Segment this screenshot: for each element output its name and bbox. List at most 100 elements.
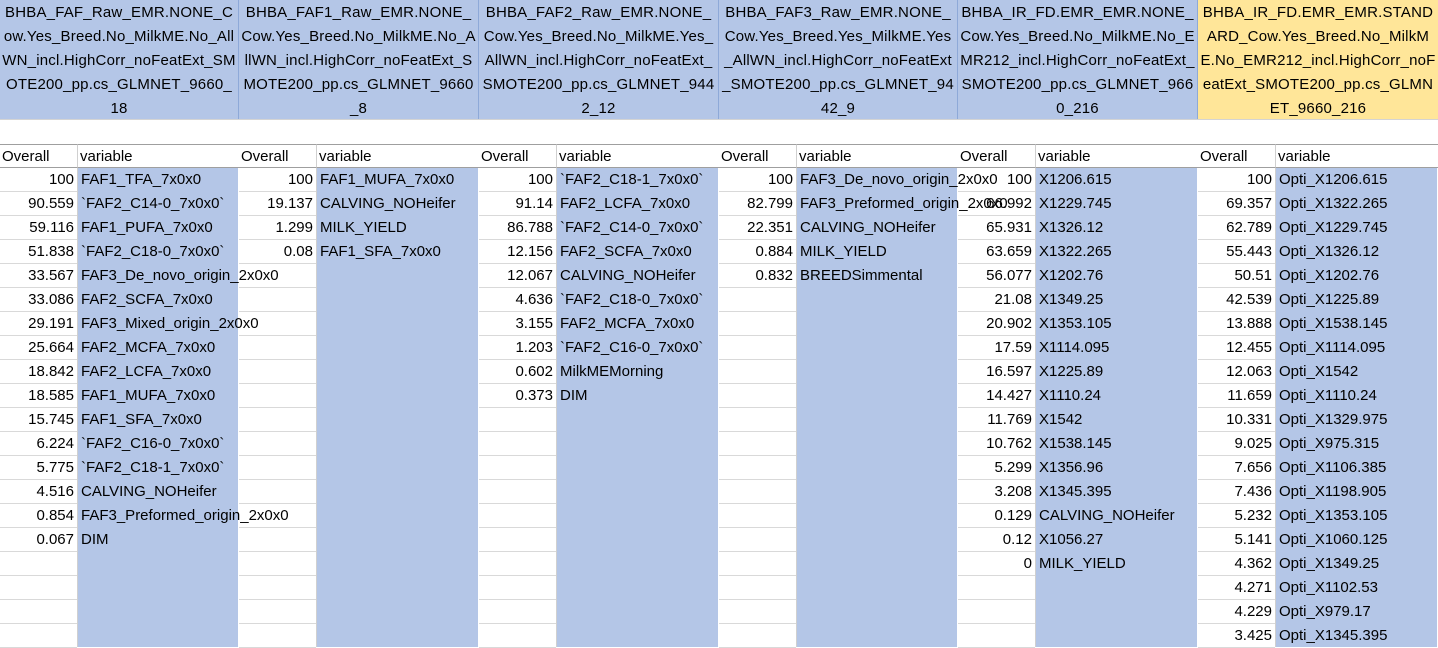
variable-name-cell[interactable]: CALVING_NOHeifer bbox=[1039, 507, 1175, 524]
overall-value-cell[interactable]: 7.436 bbox=[1234, 483, 1272, 500]
variable-name-cell[interactable]: X1353.105 bbox=[1039, 315, 1112, 332]
variable-name-cell[interactable]: FAF1_SFA_7x0x0 bbox=[320, 243, 441, 260]
grid-cell[interactable] bbox=[0, 336, 77, 360]
grid-cell[interactable] bbox=[239, 504, 316, 528]
grid-cell[interactable] bbox=[1198, 600, 1275, 624]
grid-cell[interactable] bbox=[958, 384, 1035, 408]
empty-row-cell[interactable] bbox=[958, 119, 1198, 143]
overall-value-cell[interactable]: 69.357 bbox=[1226, 195, 1272, 212]
grid-cell[interactable] bbox=[479, 432, 556, 456]
overall-value-cell[interactable]: 10.762 bbox=[986, 435, 1032, 452]
overall-value-cell[interactable]: 100 bbox=[287, 171, 313, 188]
overall-value-cell[interactable]: 0.884 bbox=[755, 243, 793, 260]
grid-cell[interactable] bbox=[719, 624, 796, 648]
grid-cell[interactable] bbox=[1198, 408, 1275, 432]
grid-cell[interactable] bbox=[958, 552, 1035, 576]
grid-cell[interactable] bbox=[719, 360, 796, 384]
variable-column-header[interactable]: variable bbox=[317, 144, 479, 168]
grid-cell[interactable] bbox=[958, 600, 1035, 624]
variable-name-cell[interactable]: X1538.145 bbox=[1039, 435, 1112, 452]
variable-name-cell[interactable]: Opti_X1202.76 bbox=[1279, 267, 1380, 284]
grid-cell[interactable] bbox=[958, 480, 1035, 504]
grid-cell[interactable] bbox=[1198, 240, 1275, 264]
grid-cell[interactable] bbox=[0, 528, 77, 552]
overall-value-cell[interactable]: 9.025 bbox=[1234, 435, 1272, 452]
grid-cell[interactable] bbox=[239, 528, 316, 552]
grid-cell[interactable] bbox=[0, 288, 77, 312]
overall-value-cell[interactable]: 0 bbox=[1023, 555, 1032, 572]
variable-name-cell[interactable]: Opti_X1326.12 bbox=[1279, 243, 1380, 260]
variable-name-cell[interactable]: FAF2_SCFA_7x0x0 bbox=[560, 243, 692, 260]
overall-value-cell[interactable]: 13.888 bbox=[1226, 315, 1272, 332]
grid-cell[interactable] bbox=[719, 408, 796, 432]
grid-cell[interactable] bbox=[479, 264, 556, 288]
grid-cell[interactable] bbox=[1198, 288, 1275, 312]
variable-column-header[interactable]: variable bbox=[797, 144, 958, 168]
overall-value-cell[interactable]: 65.931 bbox=[986, 219, 1032, 236]
overall-value-cell[interactable]: 0.832 bbox=[755, 267, 793, 284]
grid-cell[interactable] bbox=[239, 264, 316, 288]
grid-cell[interactable] bbox=[719, 576, 796, 600]
grid-cell[interactable] bbox=[719, 192, 796, 216]
grid-cell[interactable] bbox=[239, 168, 316, 192]
overall-value-cell[interactable]: 15.745 bbox=[28, 411, 74, 428]
grid-cell[interactable] bbox=[479, 576, 556, 600]
variable-name-cell[interactable]: Opti_X1349.25 bbox=[1279, 555, 1380, 572]
overall-value-cell[interactable]: 12.156 bbox=[507, 243, 553, 260]
empty-row-cell[interactable] bbox=[1198, 119, 1438, 143]
variable-name-cell[interactable]: DIM bbox=[81, 531, 109, 548]
grid-cell[interactable] bbox=[479, 168, 556, 192]
grid-cell[interactable] bbox=[719, 216, 796, 240]
variable-name-cell[interactable]: Opti_X1322.265 bbox=[1279, 195, 1388, 212]
variable-name-cell[interactable]: FAF3_De_novo_origin_2x0x0 bbox=[800, 171, 998, 188]
model-header-cell[interactable]: BHBA_FAF2_Raw_EMR.NONE_Cow.Yes_Breed.No_… bbox=[479, 0, 719, 119]
overall-value-cell[interactable]: 22.351 bbox=[747, 219, 793, 236]
overall-value-cell[interactable]: 7.656 bbox=[1234, 459, 1272, 476]
grid-cell[interactable] bbox=[239, 360, 316, 384]
overall-value-cell[interactable]: 0.129 bbox=[994, 507, 1032, 524]
grid-cell[interactable] bbox=[0, 360, 77, 384]
variable-name-cell[interactable]: `FAF2_C18-0_7x0x0` bbox=[81, 243, 225, 260]
variable-name-cell[interactable]: CALVING_NOHeifer bbox=[560, 267, 696, 284]
grid-cell[interactable] bbox=[239, 624, 316, 648]
grid-cell[interactable] bbox=[239, 576, 316, 600]
variable-name-cell[interactable]: Opti_X1114.095 bbox=[1279, 339, 1386, 356]
grid-cell[interactable] bbox=[0, 552, 77, 576]
grid-cell[interactable] bbox=[958, 576, 1035, 600]
overall-value-cell[interactable]: 63.659 bbox=[986, 243, 1032, 260]
model-header-cell[interactable]: BHBA_FAF1_Raw_EMR.NONE_Cow.Yes_Breed.No_… bbox=[239, 0, 479, 119]
grid-cell[interactable] bbox=[1198, 216, 1275, 240]
overall-value-cell[interactable]: 56.077 bbox=[986, 267, 1032, 284]
grid-cell[interactable] bbox=[0, 384, 77, 408]
overall-value-cell[interactable]: 4.271 bbox=[1234, 579, 1272, 596]
variable-name-cell[interactable]: CALVING_NOHeifer bbox=[81, 483, 217, 500]
variable-name-cell[interactable]: Opti_X1206.615 bbox=[1279, 171, 1388, 188]
overall-column-header[interactable]: Overall bbox=[958, 144, 1036, 168]
overall-value-cell[interactable]: 11.769 bbox=[987, 411, 1032, 428]
overall-value-cell[interactable]: 4.516 bbox=[36, 483, 74, 500]
variable-name-cell[interactable]: X1322.265 bbox=[1039, 243, 1112, 260]
grid-cell[interactable] bbox=[958, 336, 1035, 360]
overall-value-cell[interactable]: 19.137 bbox=[267, 195, 313, 212]
variable-name-cell[interactable]: X1356.96 bbox=[1039, 459, 1104, 476]
variable-name-cell[interactable]: Opti_X1225.89 bbox=[1279, 291, 1380, 308]
overall-value-cell[interactable]: 90.559 bbox=[28, 195, 74, 212]
grid-cell[interactable] bbox=[1198, 432, 1275, 456]
grid-cell[interactable] bbox=[0, 504, 77, 528]
variable-name-cell[interactable]: `FAF2_C14-0_7x0x0` bbox=[81, 195, 225, 212]
grid-cell[interactable] bbox=[958, 456, 1035, 480]
variable-column-header[interactable]: variable bbox=[1036, 144, 1198, 168]
overall-column-header[interactable]: Overall bbox=[719, 144, 797, 168]
grid-cell[interactable] bbox=[0, 264, 77, 288]
grid-cell[interactable] bbox=[958, 312, 1035, 336]
model-header-cell[interactable]: BHBA_IR_FD.EMR_EMR.STANDARD_Cow.Yes_Bree… bbox=[1198, 0, 1438, 119]
variable-name-cell[interactable]: MILK_YIELD bbox=[1039, 555, 1126, 572]
grid-cell[interactable] bbox=[479, 456, 556, 480]
variable-name-cell[interactable]: FAF1_TFA_7x0x0 bbox=[81, 171, 202, 188]
grid-cell[interactable] bbox=[719, 384, 796, 408]
overall-value-cell[interactable]: 4.362 bbox=[1234, 555, 1272, 572]
overall-value-cell[interactable]: 14.427 bbox=[986, 387, 1032, 404]
variable-name-cell[interactable]: Opti_X1542 bbox=[1279, 363, 1359, 380]
grid-cell[interactable] bbox=[719, 600, 796, 624]
